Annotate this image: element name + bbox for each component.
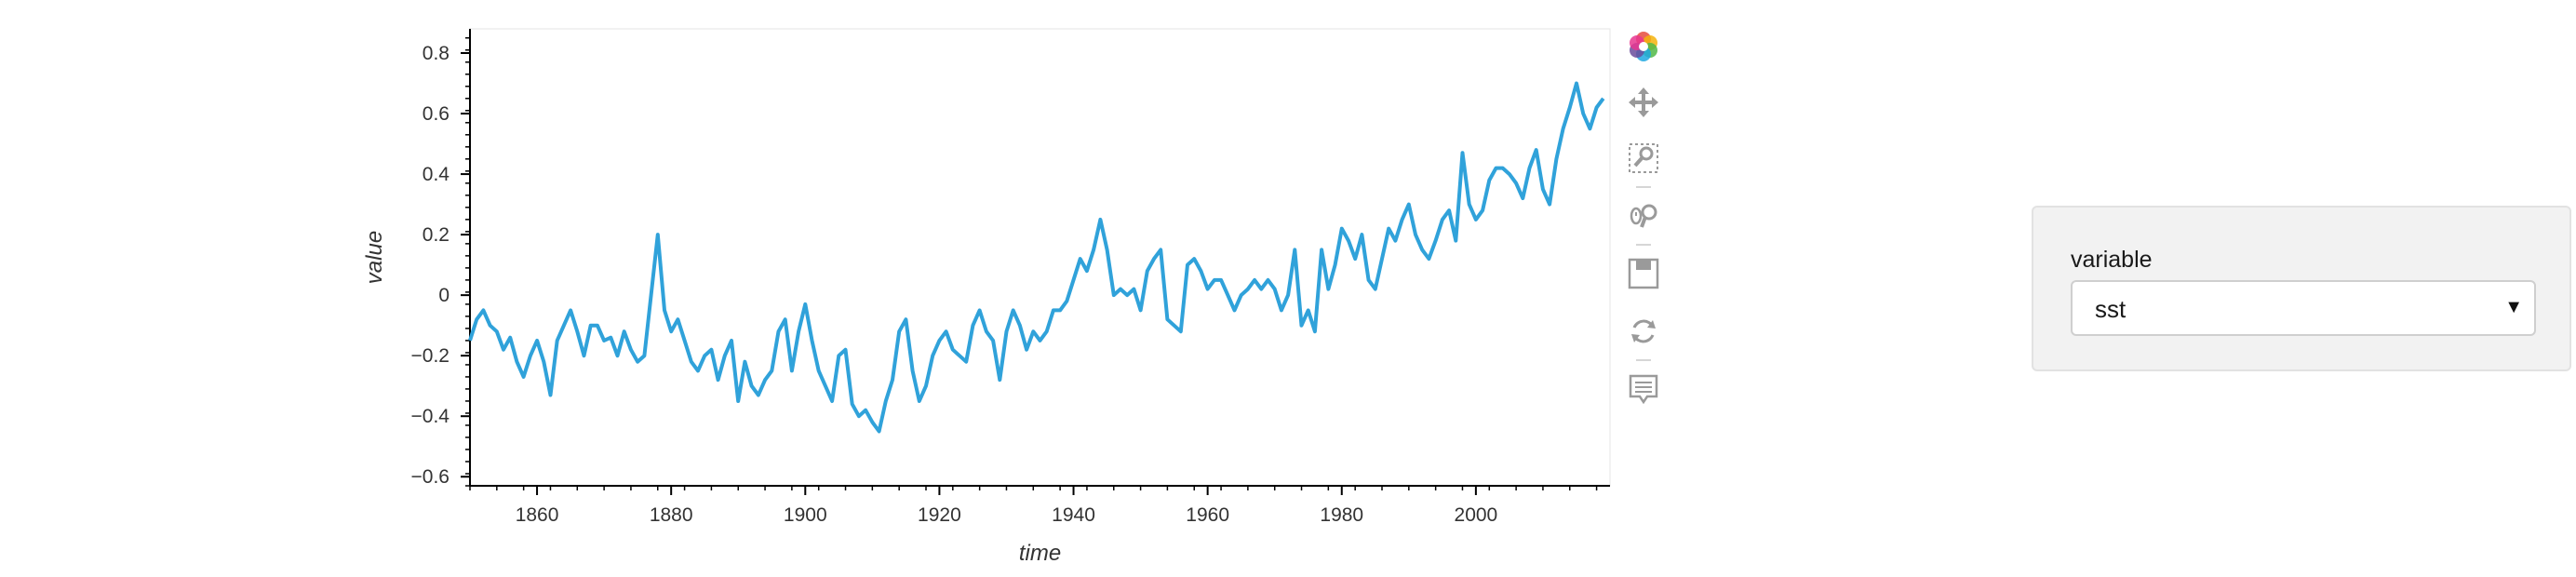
y-tick-label: 0 bbox=[438, 285, 449, 306]
variable-select[interactable]: sst ▼ bbox=[2071, 280, 2536, 336]
y-tick-label: 0.8 bbox=[423, 43, 449, 64]
line-chart[interactable]: −0.6 −0.4 −0.2 0 0.2 0.4 0.6 0.8 1860 1880 1900 192… bbox=[354, 19, 1629, 577]
x-tick-label: 1940 bbox=[1052, 504, 1095, 526]
box-zoom-icon[interactable] bbox=[1617, 136, 1670, 181]
bokeh-logo-icon[interactable] bbox=[1617, 24, 1670, 69]
chevron-down-icon: ▼ bbox=[2504, 297, 2523, 317]
chart-area[interactable]: −0.6 −0.4 −0.2 0 0.2 0.4 0.6 0.8 1860 1880 1900 192… bbox=[354, 19, 1629, 577]
variable-select-label: variable bbox=[2071, 247, 2153, 273]
x-tick-label: 1960 bbox=[1186, 504, 1229, 526]
y-tick-label: 0.4 bbox=[423, 164, 450, 185]
y-tick-label: −0.6 bbox=[411, 466, 449, 488]
hover-icon[interactable] bbox=[1617, 367, 1670, 411]
save-icon[interactable] bbox=[1617, 251, 1670, 296]
plot-frame bbox=[469, 28, 1611, 487]
widget-panel: variable sst ▼ bbox=[2032, 206, 2571, 371]
x-tick-label: 1880 bbox=[650, 504, 693, 526]
x-axis-label: time bbox=[1019, 541, 1061, 566]
y-tick-label: −0.4 bbox=[411, 406, 450, 427]
variable-select-value: sst bbox=[2095, 295, 2127, 323]
y-tick-label: 0.6 bbox=[423, 103, 449, 125]
y-tick-label: −0.2 bbox=[411, 345, 449, 367]
y-tick-label: 0.2 bbox=[423, 224, 449, 246]
x-tick-label: 1860 bbox=[516, 504, 559, 526]
wheel-zoom-icon[interactable] bbox=[1617, 194, 1670, 238]
chart-toolbar bbox=[1617, 24, 1670, 415]
y-axis-label: value bbox=[362, 231, 387, 284]
x-tick-label: 1920 bbox=[918, 504, 961, 526]
pan-icon[interactable] bbox=[1617, 80, 1670, 125]
reset-icon[interactable] bbox=[1617, 309, 1670, 354]
x-tick-label: 1900 bbox=[784, 504, 827, 526]
series-line-0 bbox=[468, 81, 1605, 434]
x-tick-label: 2000 bbox=[1455, 504, 1498, 526]
x-tick-label: 1980 bbox=[1320, 504, 1363, 526]
